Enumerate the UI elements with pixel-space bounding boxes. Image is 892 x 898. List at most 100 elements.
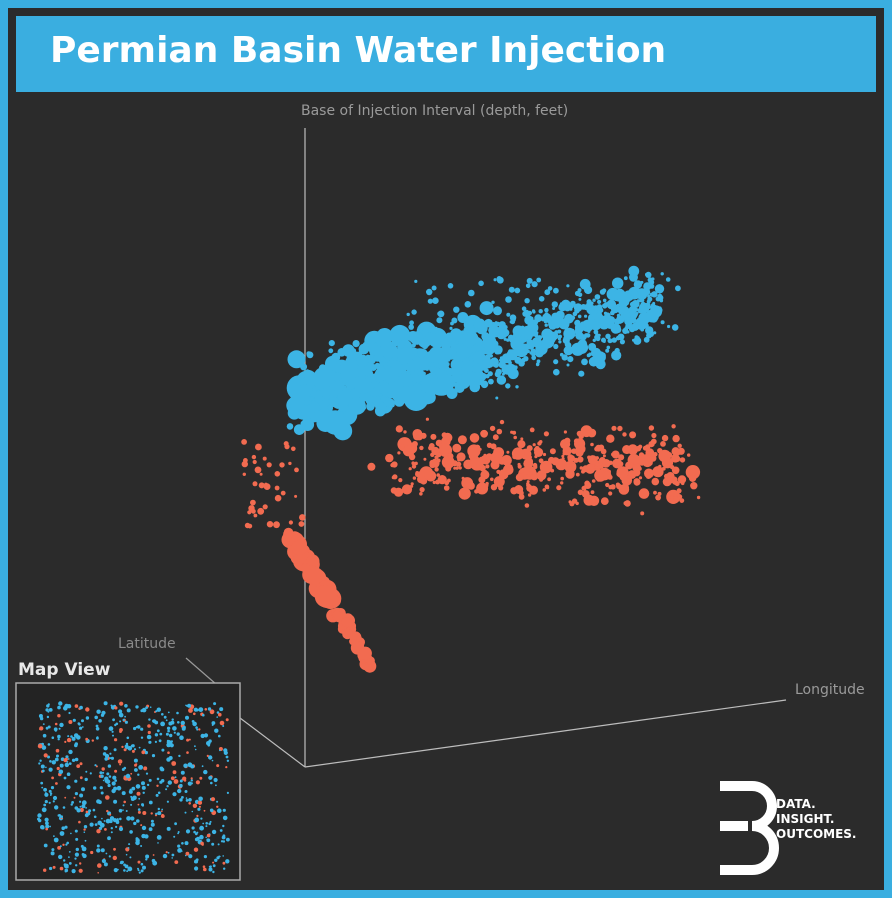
point [584, 480, 590, 487]
point [398, 478, 403, 483]
point [57, 738, 60, 741]
point [136, 725, 141, 729]
point [103, 701, 108, 706]
point [530, 330, 537, 337]
point [258, 482, 265, 489]
point [75, 847, 80, 852]
point [49, 792, 53, 795]
point [408, 453, 416, 461]
point [314, 394, 323, 403]
point [645, 448, 655, 458]
point [93, 786, 97, 790]
point [74, 757, 79, 762]
point [300, 420, 307, 427]
point [419, 445, 424, 451]
point [131, 786, 136, 791]
point [160, 814, 165, 818]
point [328, 348, 334, 354]
point [110, 831, 113, 834]
point [563, 335, 570, 342]
point [202, 713, 205, 717]
point [214, 858, 218, 862]
point [658, 449, 671, 463]
point [125, 853, 128, 856]
point [179, 735, 184, 740]
point [188, 738, 191, 741]
point [47, 743, 51, 746]
point [391, 475, 396, 480]
point [203, 867, 207, 872]
point [226, 837, 230, 842]
point [416, 356, 420, 360]
point [650, 438, 657, 445]
point [391, 461, 398, 468]
point [398, 372, 413, 387]
point [457, 312, 469, 323]
point [176, 711, 179, 715]
point [199, 825, 205, 831]
point [129, 830, 133, 834]
point [490, 477, 494, 482]
point [617, 425, 623, 432]
point [207, 707, 212, 711]
point [627, 475, 631, 479]
point [598, 444, 605, 451]
point [489, 357, 499, 367]
point [449, 326, 453, 330]
point [509, 314, 517, 322]
point [423, 457, 427, 461]
point [304, 399, 310, 406]
point [101, 710, 106, 715]
point [484, 318, 493, 328]
point [108, 855, 111, 858]
point [524, 503, 530, 508]
point [417, 431, 421, 436]
point [71, 869, 76, 874]
point [78, 820, 81, 824]
point [457, 458, 461, 462]
point [135, 784, 141, 789]
point [219, 707, 224, 712]
point [136, 819, 140, 823]
point [168, 756, 173, 760]
point [51, 736, 55, 739]
point [102, 771, 105, 774]
point [120, 860, 124, 865]
point [443, 485, 450, 491]
point [411, 335, 416, 340]
point [222, 808, 226, 812]
point [578, 297, 582, 301]
point [63, 706, 68, 711]
point [133, 748, 137, 751]
point [262, 456, 267, 461]
point [158, 739, 162, 743]
point [505, 383, 511, 389]
point [41, 745, 47, 750]
point [627, 298, 631, 302]
point [288, 461, 292, 466]
point [581, 466, 587, 472]
point [294, 494, 298, 498]
point [690, 482, 698, 490]
logo: DATA. INSIGHT. OUTCOMES. [720, 781, 856, 875]
point [366, 402, 375, 411]
point [212, 870, 215, 874]
point [411, 464, 417, 469]
point [71, 758, 76, 762]
point [482, 469, 488, 475]
point [146, 734, 152, 740]
point [570, 300, 576, 307]
point [485, 464, 490, 469]
point [434, 467, 439, 472]
point [107, 783, 111, 788]
point [597, 462, 604, 469]
point [595, 335, 601, 342]
point [423, 391, 436, 404]
point [625, 322, 633, 329]
point [544, 307, 549, 313]
point [431, 285, 437, 291]
point [105, 795, 110, 800]
point [447, 478, 451, 483]
point [490, 443, 497, 450]
point [550, 468, 555, 473]
